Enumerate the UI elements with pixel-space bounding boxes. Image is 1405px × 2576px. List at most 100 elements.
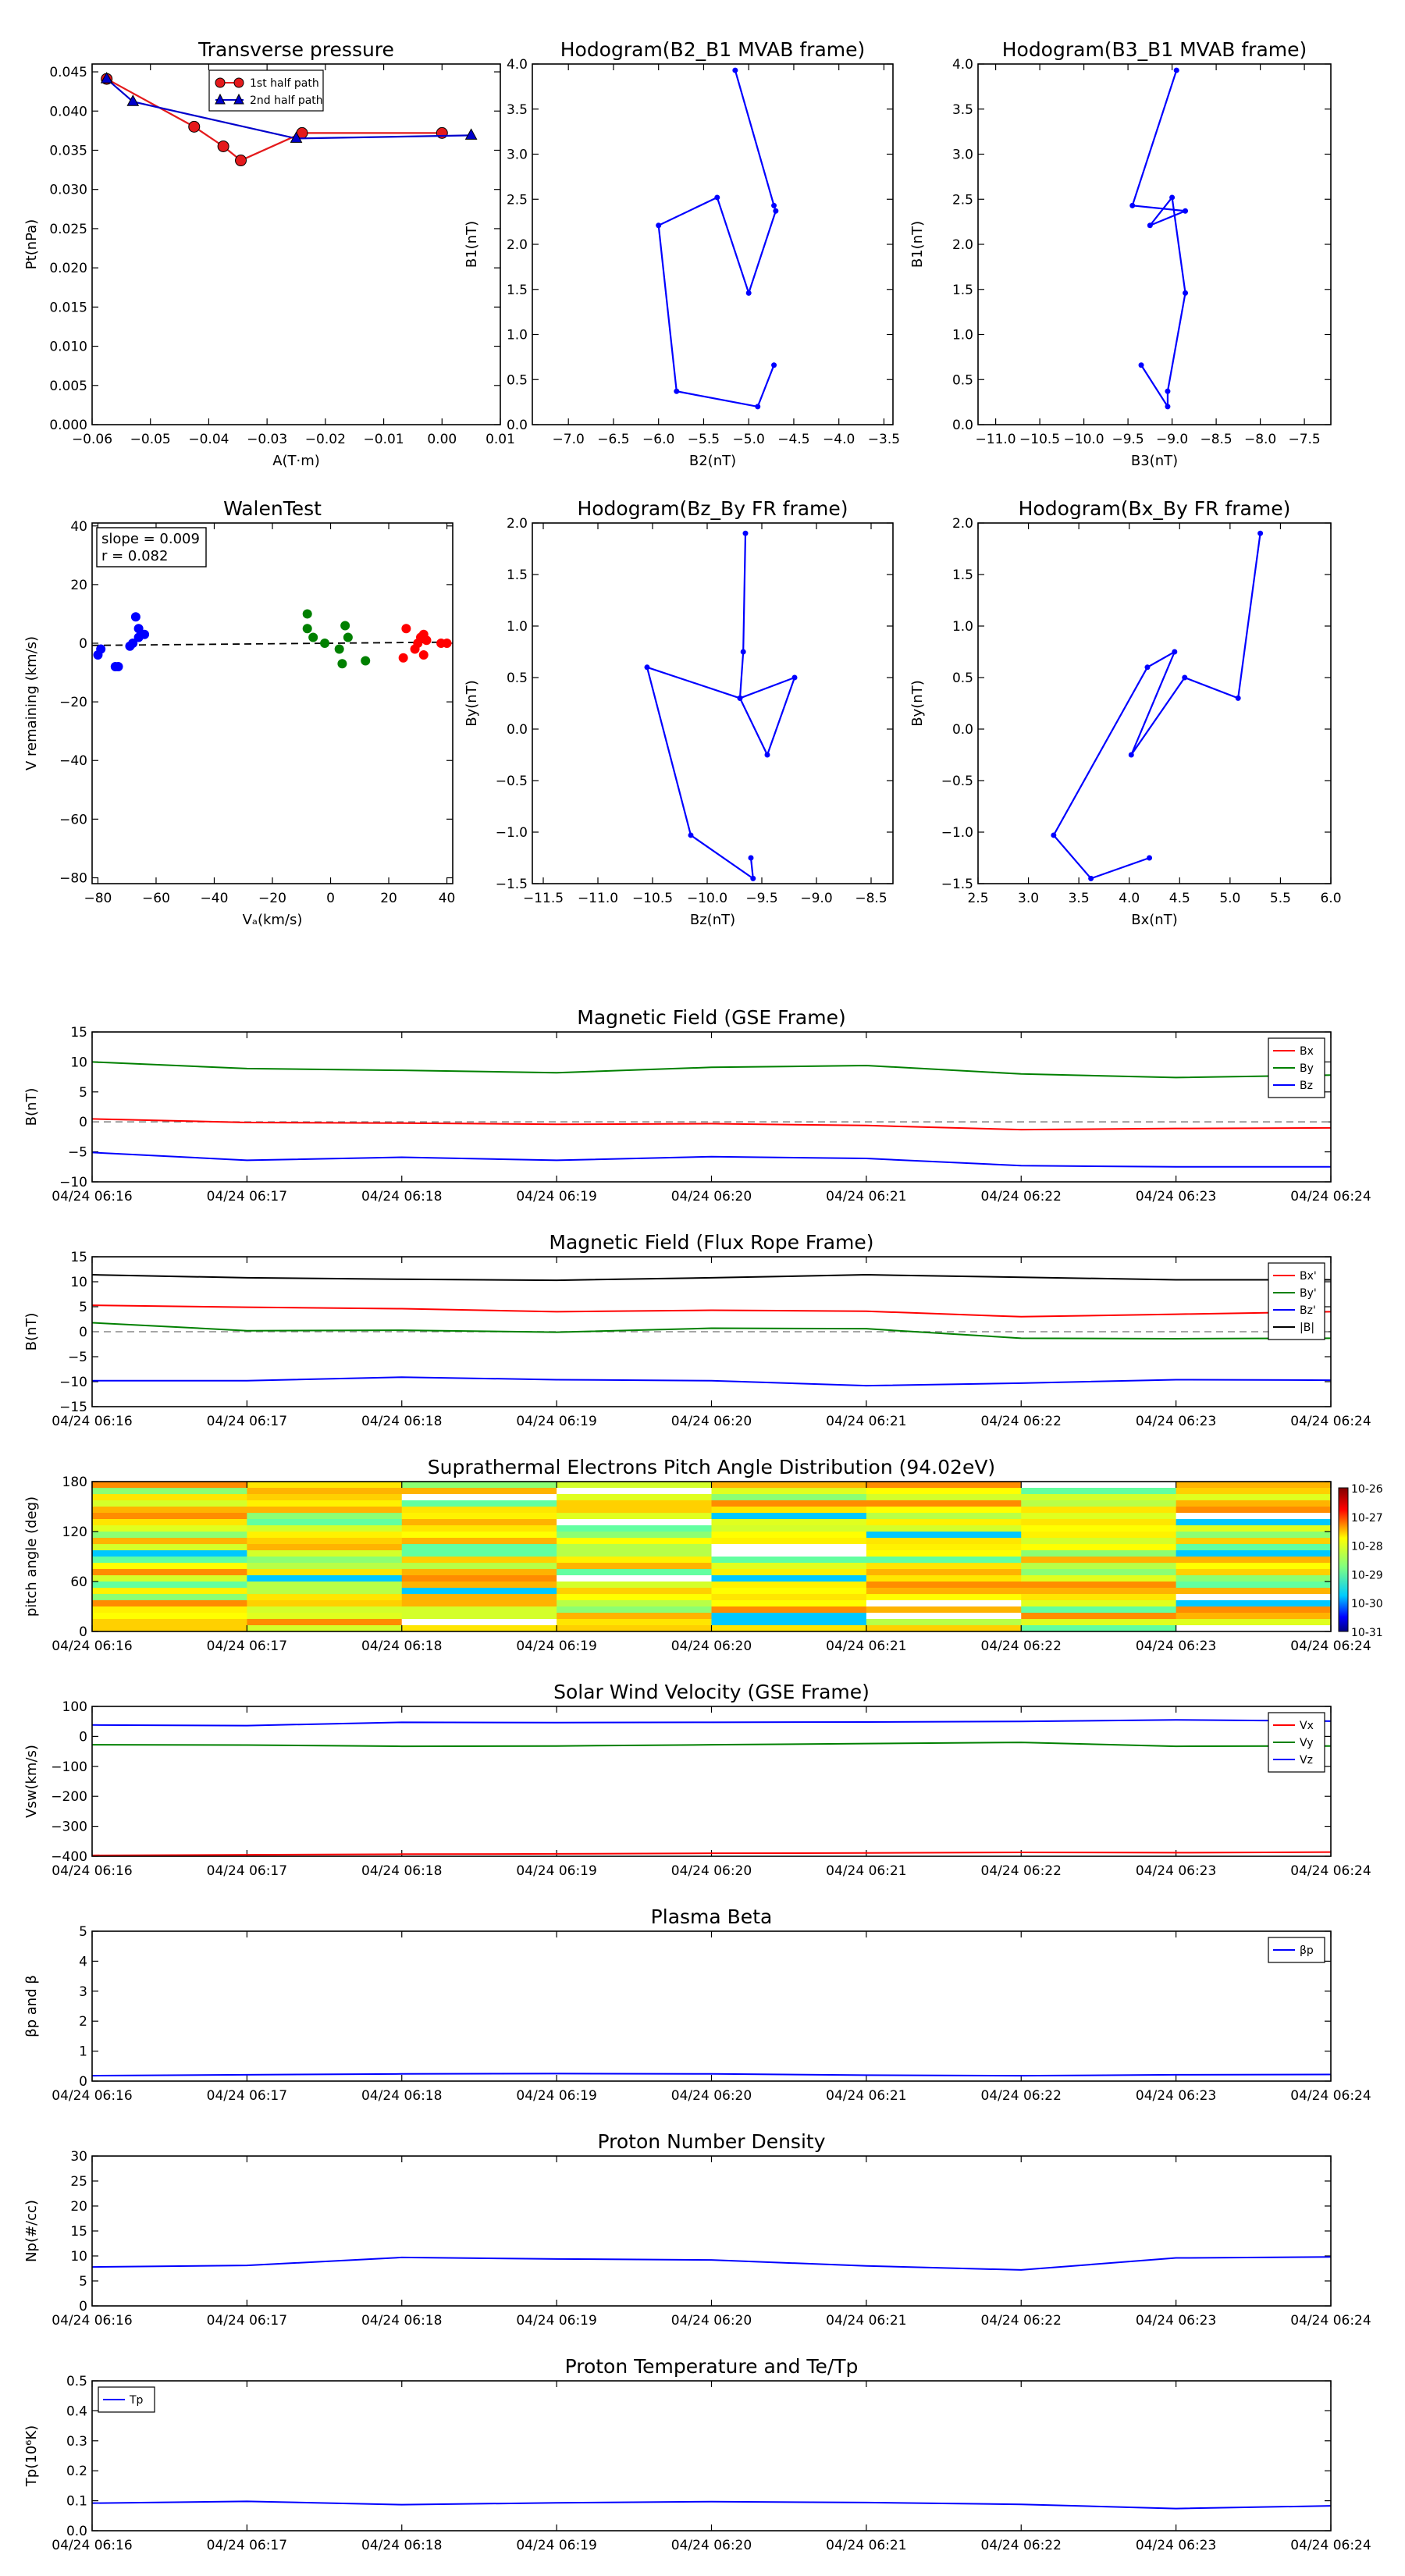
- heatmap-cell: [557, 1513, 712, 1520]
- x-tick-label: −7.0: [553, 432, 585, 447]
- heatmap-cell: [401, 1613, 557, 1620]
- x-tick-label: 04/24 06:24: [1290, 1189, 1371, 1204]
- y-tick-label: 15: [70, 2224, 87, 2240]
- colorbar-tick-label: 10-31: [1351, 1627, 1383, 1639]
- data-point: [714, 194, 720, 201]
- x-tick-label: 04/24 06:19: [516, 2088, 596, 2104]
- data-point: [188, 120, 201, 133]
- heatmap-cell: [1021, 1563, 1177, 1570]
- heatmap-cell: [557, 1600, 712, 1607]
- chart-title: Transverse pressure: [197, 38, 394, 61]
- heatmap-cell: [557, 1544, 712, 1551]
- heatmap-cell: [1021, 1613, 1177, 1620]
- y-tick-label: 2.5: [952, 192, 973, 208]
- plot-frame: [91, 1031, 1332, 1183]
- y-tick-label: 5: [79, 1924, 87, 1940]
- y-tick-label: 0: [79, 1729, 87, 1745]
- y-tick-label: 10: [70, 2249, 87, 2265]
- chart-beta: 0 1 2 3 4 5 04/24 06:16 04/24 06:17 04/24 06:18 0…: [23, 1905, 1371, 2104]
- y-tick-label: 2.0: [507, 516, 528, 532]
- x-tick-label: 04/24 06:23: [1136, 1414, 1216, 1429]
- plot-area: [100, 72, 478, 167]
- chart-pad: 0 60 120 180 04/24 06:16 04/24 06:17 04/24 06:…: [23, 1456, 1383, 1654]
- data-point: [1128, 752, 1134, 758]
- data-point: [1172, 649, 1178, 655]
- y-tick-label: 3.5: [952, 102, 973, 118]
- x-tick-label: −10.0: [687, 891, 727, 906]
- series-line-1: [105, 78, 471, 140]
- x-tick-label: 04/24 06:22: [981, 1638, 1062, 1654]
- x-tick-label: −11.5: [523, 891, 564, 906]
- heatmap-cell: [866, 1513, 1022, 1520]
- data-point: [217, 140, 229, 152]
- series-line-2: [91, 1719, 1332, 1727]
- heatmap-cell: [866, 1500, 1022, 1507]
- y-axis-label: B1(nT): [909, 221, 926, 268]
- x-tick-label: −10.5: [632, 891, 673, 906]
- y-tick-label: −80: [59, 870, 87, 886]
- y-tick-label: 0.5: [507, 671, 528, 686]
- heatmap-cell: [1176, 1532, 1332, 1539]
- y-tick-label: 0.2: [66, 2464, 87, 2479]
- y-tick-label: 0: [79, 1325, 87, 1340]
- heatmap-cell: [1021, 1588, 1177, 1595]
- x-tick-label: 04/24 06:18: [361, 1863, 442, 1879]
- legend-marker: [215, 93, 226, 105]
- x-tick-label: 04/24 06:16: [52, 2538, 132, 2553]
- heatmap-cell: [1176, 1525, 1332, 1532]
- heatmap-cell: [557, 1482, 712, 1489]
- heatmap-cell: [401, 1619, 557, 1626]
- data-point: [334, 644, 344, 654]
- heatmap-cell: [1176, 1500, 1332, 1507]
- annotation-box: [96, 527, 207, 568]
- heatmap-cell: [401, 1482, 557, 1489]
- x-tick-label: −0.06: [72, 432, 112, 447]
- y-tick-label: 1.5: [507, 568, 528, 583]
- data-point: [398, 653, 408, 663]
- legend-label: |B|: [1300, 1322, 1314, 1334]
- heatmap-cell: [1021, 1525, 1177, 1532]
- data-point: [140, 629, 150, 639]
- heatmap-cell: [247, 1507, 403, 1514]
- heatmap-cell: [711, 1575, 867, 1582]
- heatmap-cell: [1176, 1569, 1332, 1576]
- series-line-0: [91, 2500, 1332, 2510]
- heatmap-cell: [401, 1594, 557, 1601]
- heatmap-cell: [711, 1600, 867, 1607]
- x-tick-label: −11.0: [578, 891, 618, 906]
- chart-transverse_pressure: 0.000 0.005 0.010 0.015 0.020 0.025 0.030 0.035…: [23, 38, 515, 469]
- heatmap-cell: [711, 1507, 867, 1514]
- x-tick-label: 0.01: [486, 432, 515, 447]
- heatmap-cell: [711, 1606, 867, 1614]
- x-tick-label: 04/24 06:17: [207, 1189, 287, 1204]
- y-tick-label: 40: [70, 519, 87, 535]
- x-tick-label: −60: [142, 891, 170, 906]
- x-tick-label: −9.5: [745, 891, 777, 906]
- heatmap-cell: [557, 1575, 712, 1582]
- x-tick-label: 04/24 06:22: [981, 1863, 1062, 1879]
- data-point: [1144, 664, 1151, 671]
- heatmap-cell: [401, 1625, 557, 1632]
- y-tick-label: −40: [59, 753, 87, 769]
- x-tick-label: −9.0: [1156, 432, 1188, 447]
- legend-label: 2nd half path: [250, 94, 323, 107]
- heatmap-cell: [247, 1588, 403, 1595]
- y-tick-label: 1.5: [507, 283, 528, 298]
- chart-tp: 0.0 0.1 0.2 0.3 0.4 0.5 04/24 06:16 04/24 06:17…: [23, 2355, 1371, 2553]
- heatmap-cell: [1176, 1588, 1332, 1595]
- chart-vsw: −400 −300 −200 −100 0 100 04/24 06:16 04/24 06:…: [23, 1681, 1371, 1879]
- data-point: [1051, 832, 1057, 838]
- plot-frame: [91, 1930, 1332, 2082]
- heatmap-cell: [92, 1507, 247, 1514]
- series-line-0: [91, 2073, 1332, 2077]
- heatmap-cell: [866, 1588, 1022, 1595]
- x-tick-label: 04/24 06:20: [671, 2538, 752, 2553]
- data-point: [644, 664, 650, 671]
- heatmap-cell: [557, 1563, 712, 1570]
- heatmap-cell: [711, 1525, 867, 1532]
- chart-mag_gse: −10 −5 0 5 10 15 04/24 06:16 04/24 06:17 04/24 0…: [23, 1006, 1371, 1204]
- chart-title: Proton Temperature and Te/Tp: [565, 2355, 859, 2378]
- x-tick-label: −9.5: [1112, 432, 1144, 447]
- heatmap-cell: [92, 1625, 247, 1632]
- heatmap-cell: [1176, 1482, 1332, 1489]
